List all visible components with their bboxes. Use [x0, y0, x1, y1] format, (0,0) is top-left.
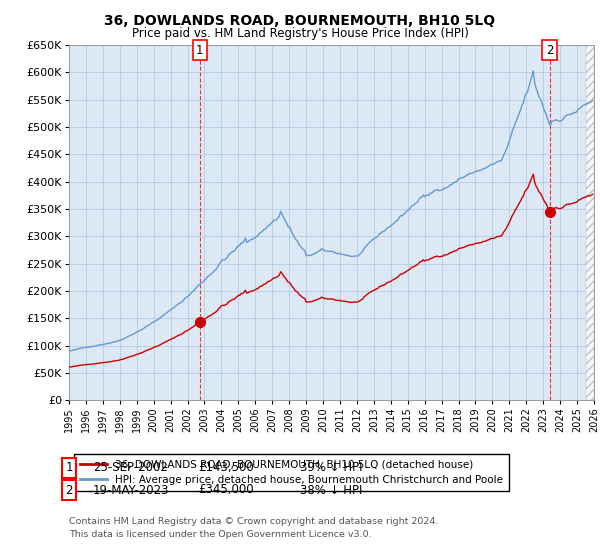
Text: 25-SEP-2002: 25-SEP-2002 — [93, 461, 168, 474]
Text: This data is licensed under the Open Government Licence v3.0.: This data is licensed under the Open Gov… — [69, 530, 371, 539]
Text: 2: 2 — [546, 44, 553, 57]
Text: 38% ↓ HPI: 38% ↓ HPI — [300, 483, 362, 497]
Text: 2: 2 — [65, 483, 73, 497]
Text: 39% ↓ HPI: 39% ↓ HPI — [300, 461, 362, 474]
Text: £143,500: £143,500 — [198, 461, 254, 474]
Text: Price paid vs. HM Land Registry's House Price Index (HPI): Price paid vs. HM Land Registry's House … — [131, 27, 469, 40]
Text: 36, DOWLANDS ROAD, BOURNEMOUTH, BH10 5LQ: 36, DOWLANDS ROAD, BOURNEMOUTH, BH10 5LQ — [104, 14, 496, 28]
Text: Contains HM Land Registry data © Crown copyright and database right 2024.: Contains HM Land Registry data © Crown c… — [69, 517, 439, 526]
Text: 19-MAY-2023: 19-MAY-2023 — [93, 483, 170, 497]
Text: 1: 1 — [196, 44, 203, 57]
Text: £345,000: £345,000 — [198, 483, 254, 497]
Legend: 36, DOWLANDS ROAD, BOURNEMOUTH, BH10 5LQ (detached house), HPI: Average price, d: 36, DOWLANDS ROAD, BOURNEMOUTH, BH10 5LQ… — [74, 454, 509, 491]
Text: 1: 1 — [65, 461, 73, 474]
